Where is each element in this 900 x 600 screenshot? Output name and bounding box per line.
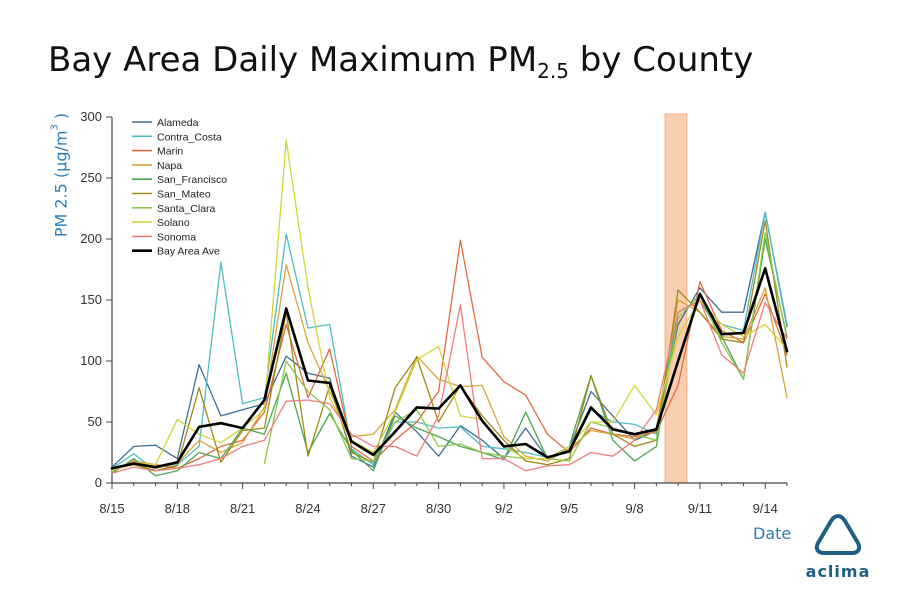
series-line-marin (111, 239, 788, 472)
x-tick-label: 9/2 (495, 501, 513, 516)
legend-item: Santa_Clara (157, 203, 216, 215)
legend-item: Napa (157, 160, 182, 172)
y-tick-label: 300 (80, 109, 102, 124)
y-tick-label: 100 (80, 353, 102, 368)
legend-item: San_Francisco (157, 174, 227, 186)
x-tick-label: 9/5 (560, 501, 578, 516)
highlight-band (664, 113, 688, 484)
x-tick-label: 8/24 (295, 501, 320, 516)
y-tick-label: 250 (80, 170, 102, 185)
chart-title-subscript: 2.5 (537, 59, 569, 83)
chart-title: Bay Area Daily Maximum PM2.5 by County (48, 40, 754, 83)
legend-item: San_Mateo (157, 189, 211, 201)
x-axis-label: Date (753, 524, 792, 543)
aclima-logo-text: aclima (805, 562, 871, 581)
legend-item: Sonoma (157, 231, 196, 243)
y-tick-label: 200 (80, 231, 102, 246)
x-tick-label: 9/14 (753, 501, 778, 516)
x-tick-label: 8/18 (165, 501, 190, 516)
legend-item: Marin (157, 146, 183, 158)
series-line-san-francisco (111, 238, 788, 477)
x-tick-label: 8/30 (426, 501, 451, 516)
x-tick-label: 8/15 (99, 501, 124, 516)
x-tick-label: 8/27 (361, 501, 386, 516)
x-tick-label: 9/11 (688, 501, 712, 516)
legend-item: Alameda (157, 117, 199, 129)
series-line-sonoma (111, 299, 788, 474)
x-tick-label: 8/21 (230, 501, 255, 516)
y-tick-label: 50 (88, 414, 102, 429)
aclima-logo-icon (814, 514, 862, 555)
legend-item: Solano (157, 217, 190, 229)
x-tick-label: 9/8 (626, 501, 644, 516)
legend-item: Contra_Costa (157, 131, 222, 143)
series-line-solano (111, 139, 788, 472)
legend-item: Bay Area Ave (157, 246, 220, 258)
series-line-bay-area-ave (110, 267, 789, 470)
y-tick-label: 150 (80, 292, 102, 307)
aclima-logo: aclima (796, 512, 880, 584)
y-tick-label: 0 (95, 475, 102, 490)
